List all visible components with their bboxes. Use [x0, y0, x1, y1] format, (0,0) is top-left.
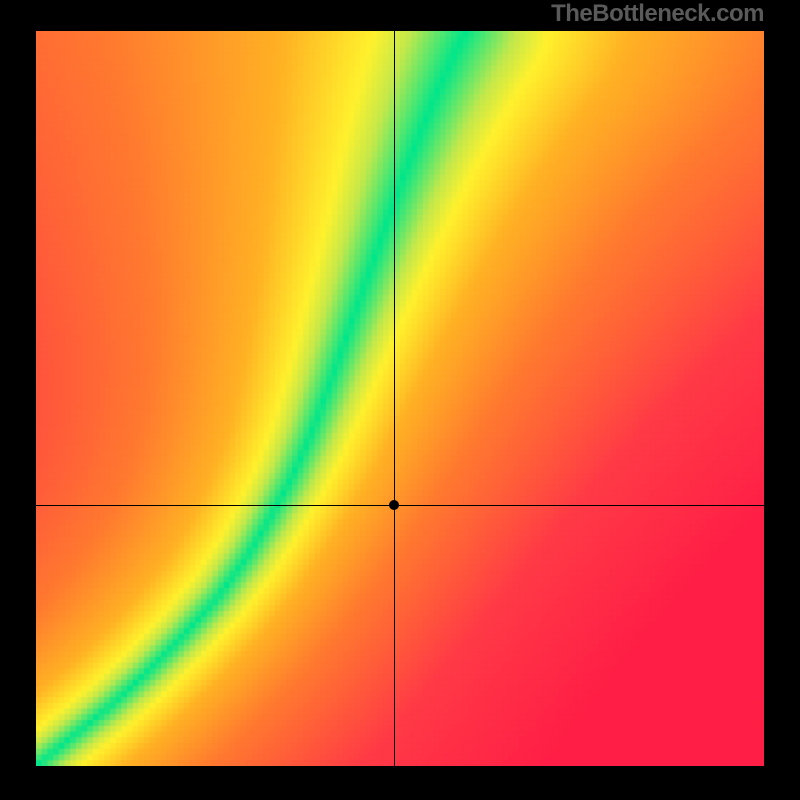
chart-container: TheBottleneck.com: [0, 0, 800, 800]
crosshair-vertical: [394, 31, 395, 766]
plot-area: [36, 31, 764, 766]
heatmap-canvas: [36, 31, 764, 766]
crosshair-horizontal: [36, 505, 764, 506]
crosshair-marker[interactable]: [389, 500, 399, 510]
watermark-text: TheBottleneck.com: [551, 0, 764, 28]
